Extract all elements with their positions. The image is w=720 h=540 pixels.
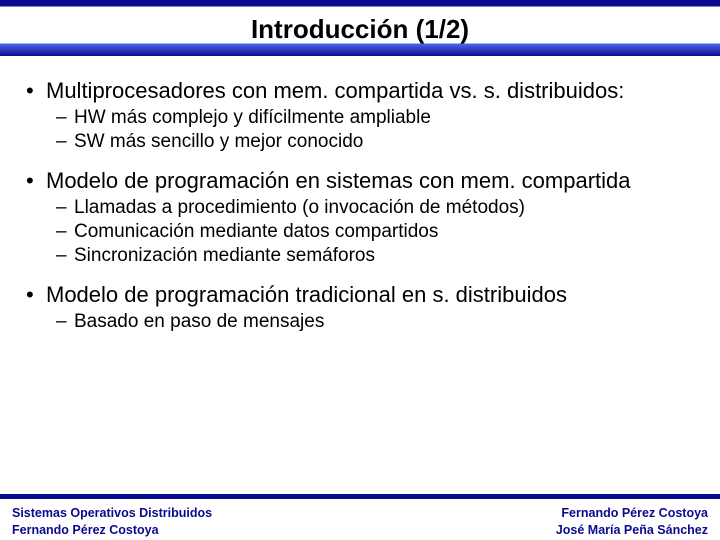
bullet-text: SW más sencillo y mejor conocido — [74, 131, 363, 152]
list-item: Sincronización mediante semáforos — [12, 244, 708, 268]
list-item: Comunicación mediante datos compartidos — [12, 220, 708, 244]
header-bar: Introducción (1/2) — [0, 0, 720, 56]
footer-text: Fernando Pérez Costoya — [556, 505, 708, 521]
footer-text: Fernando Pérez Costoya — [12, 522, 212, 538]
list-item: Multiprocesadores con mem. compartida vs… — [12, 78, 708, 104]
list-item: Modelo de programación tradicional en s.… — [12, 282, 708, 308]
sub-list: HW más complejo y difícilmente ampliable… — [12, 106, 708, 154]
bullet-text: Llamadas a procedimiento (o invocación d… — [74, 197, 525, 218]
footer-text: José María Peña Sánchez — [556, 522, 708, 538]
slide-footer: Sistemas Operativos Distribuidos Fernand… — [0, 494, 720, 540]
bullet-text: Basado en paso de mensajes — [74, 311, 324, 332]
sub-list: Basado en paso de mensajes — [12, 310, 708, 334]
slide-content: Multiprocesadores con mem. compartida vs… — [0, 56, 720, 334]
list-item: SW más sencillo y mejor conocido — [12, 130, 708, 154]
slide-title: Introducción (1/2) — [251, 14, 469, 45]
bullet-text: Sincronización mediante semáforos — [74, 245, 375, 266]
bullet-text: Modelo de programación tradicional en s.… — [46, 282, 567, 307]
bullet-text: Multiprocesadores con mem. compartida vs… — [46, 78, 624, 103]
list-item: HW más complejo y difícilmente ampliable — [12, 106, 708, 130]
footer-left: Sistemas Operativos Distribuidos Fernand… — [12, 505, 212, 538]
footer-text: Sistemas Operativos Distribuidos — [12, 505, 212, 521]
footer-right: Fernando Pérez Costoya José María Peña S… — [556, 505, 708, 538]
list-item: Modelo de programación en sistemas con m… — [12, 168, 708, 194]
bullet-list: Multiprocesadores con mem. compartida vs… — [12, 78, 708, 334]
bullet-text: Modelo de programación en sistemas con m… — [46, 168, 631, 193]
bullet-text: HW más complejo y difícilmente ampliable — [74, 107, 431, 128]
sub-list: Llamadas a procedimiento (o invocación d… — [12, 196, 708, 267]
bullet-text: Comunicación mediante datos compartidos — [74, 221, 438, 242]
list-item: Basado en paso de mensajes — [12, 310, 708, 334]
list-item: Llamadas a procedimiento (o invocación d… — [12, 196, 708, 220]
